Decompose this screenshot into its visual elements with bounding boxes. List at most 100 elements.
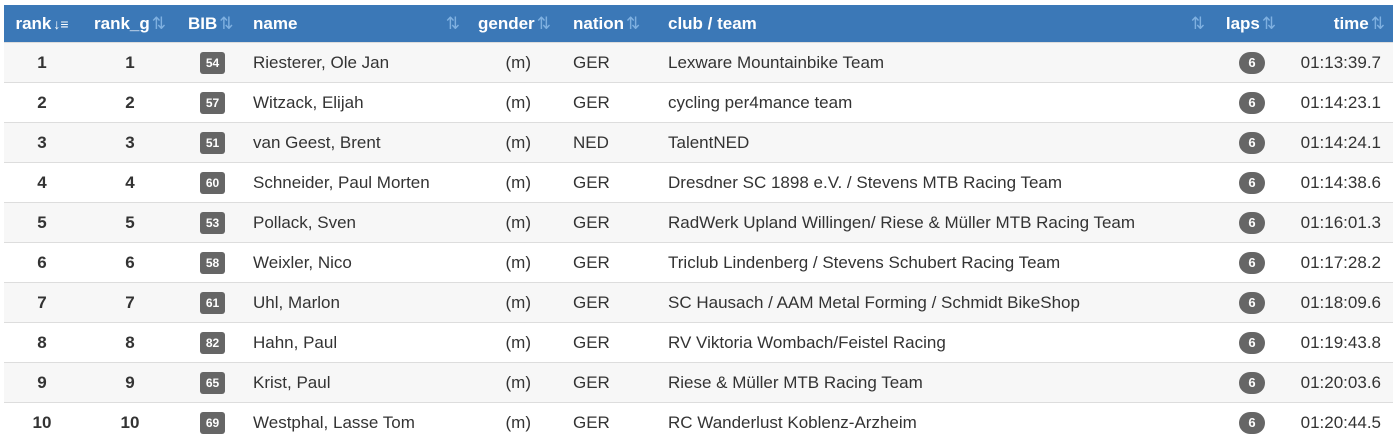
bib-badge: 51 <box>200 132 225 154</box>
column-header[interactable]: rank <box>4 5 80 43</box>
laps-badge: 6 <box>1239 132 1265 154</box>
cell: GER <box>565 363 660 403</box>
cell: 6 <box>1215 83 1287 123</box>
cell: RV Viktoria Wombach/Feistel Racing <box>660 323 1215 363</box>
cell: 01:14:23.1 <box>1287 83 1393 123</box>
cell: 1 <box>4 43 80 83</box>
cell: (m) <box>470 323 565 363</box>
cell: 3 <box>4 123 80 163</box>
cell: 51 <box>180 123 245 163</box>
cell: Uhl, Marlon <box>245 283 470 323</box>
bib-badge: 58 <box>200 252 225 274</box>
cell: 58 <box>180 243 245 283</box>
cell: 3 <box>80 123 180 163</box>
cell: 01:14:24.1 <box>1287 123 1393 163</box>
cell: 54 <box>180 43 245 83</box>
bib-badge: 69 <box>200 412 225 434</box>
cell: 6 <box>1215 123 1287 163</box>
cell: (m) <box>470 203 565 243</box>
cell: GER <box>565 83 660 123</box>
column-header[interactable]: laps <box>1215 5 1287 43</box>
cell: (m) <box>470 243 565 283</box>
cell: (m) <box>470 43 565 83</box>
cell: 4 <box>80 163 180 203</box>
header-row: rankrank_gBIBnamegendernationclub / team… <box>4 5 1393 43</box>
cell: 6 <box>1215 283 1287 323</box>
cell: Weixler, Nico <box>245 243 470 283</box>
column-header[interactable]: BIB <box>180 5 245 43</box>
cell: (m) <box>470 363 565 403</box>
cell: 53 <box>180 203 245 243</box>
cell: 2 <box>4 83 80 123</box>
laps-badge: 6 <box>1239 252 1265 274</box>
cell: 10 <box>80 403 180 442</box>
cell: 9 <box>4 363 80 403</box>
cell: 5 <box>4 203 80 243</box>
cell: SC Hausach / AAM Metal Forming / Schmidt… <box>660 283 1215 323</box>
cell: GER <box>565 203 660 243</box>
cell: 6 <box>1215 403 1287 442</box>
cell: 6 <box>1215 203 1287 243</box>
column-header[interactable]: gender <box>470 5 565 43</box>
column-header[interactable]: nation <box>565 5 660 43</box>
cell: 10 <box>4 403 80 442</box>
cell: Schneider, Paul Morten <box>245 163 470 203</box>
cell: GER <box>565 403 660 442</box>
cell: Pollack, Sven <box>245 203 470 243</box>
cell: 1 <box>80 43 180 83</box>
cell: Hahn, Paul <box>245 323 470 363</box>
cell: (m) <box>470 83 565 123</box>
cell: (m) <box>470 283 565 323</box>
cell: 6 <box>1215 323 1287 363</box>
cell: 6 <box>1215 363 1287 403</box>
laps-badge: 6 <box>1239 212 1265 234</box>
laps-badge: 6 <box>1239 372 1265 394</box>
laps-badge: 6 <box>1239 292 1265 314</box>
results-table: rankrank_gBIBnamegendernationclub / team… <box>4 5 1393 442</box>
cell: Riese & Müller MTB Racing Team <box>660 363 1215 403</box>
cell: NED <box>565 123 660 163</box>
column-header[interactable]: club / team <box>660 5 1215 43</box>
bib-badge: 53 <box>200 212 225 234</box>
cell: 57 <box>180 83 245 123</box>
cell: 60 <box>180 163 245 203</box>
cell: 8 <box>4 323 80 363</box>
laps-badge: 6 <box>1239 172 1265 194</box>
bib-badge: 61 <box>200 292 225 314</box>
cell: 69 <box>180 403 245 442</box>
bib-badge: 65 <box>200 372 225 394</box>
cell: 01:16:01.3 <box>1287 203 1393 243</box>
cell: 8 <box>80 323 180 363</box>
cell: Krist, Paul <box>245 363 470 403</box>
column-header[interactable]: name <box>245 5 470 43</box>
cell: 01:19:43.8 <box>1287 323 1393 363</box>
cell: 82 <box>180 323 245 363</box>
cell: 6 <box>80 243 180 283</box>
cell: GER <box>565 243 660 283</box>
cell: 9 <box>80 363 180 403</box>
bib-badge: 82 <box>200 332 225 354</box>
cell: Triclub Lindenberg / Stevens Schubert Ra… <box>660 243 1215 283</box>
cell: Riesterer, Ole Jan <box>245 43 470 83</box>
cell: Lexware Mountainbike Team <box>660 43 1215 83</box>
cell: 01:20:03.6 <box>1287 363 1393 403</box>
cell: van Geest, Brent <box>245 123 470 163</box>
cell: 6 <box>1215 163 1287 203</box>
cell: cycling per4mance team <box>660 83 1215 123</box>
cell: GER <box>565 43 660 83</box>
cell: 6 <box>1215 43 1287 83</box>
column-header[interactable]: rank_g <box>80 5 180 43</box>
cell: GER <box>565 283 660 323</box>
column-header[interactable]: time <box>1287 5 1393 43</box>
bib-badge: 60 <box>200 172 225 194</box>
cell: 7 <box>4 283 80 323</box>
